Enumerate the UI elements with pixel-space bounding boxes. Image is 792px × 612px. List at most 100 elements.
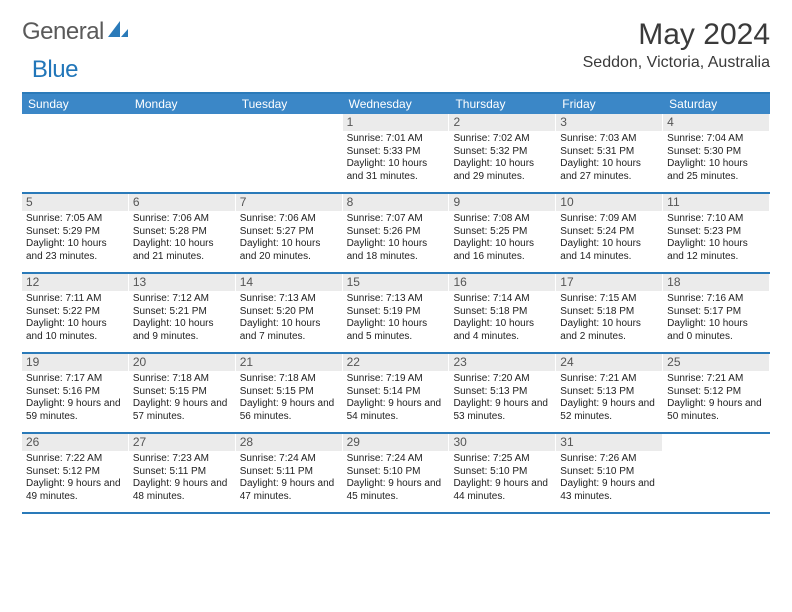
sunset-line: Sunset: 5:21 PM [133,306,231,319]
month-title: May 2024 [583,18,770,52]
day-cell: 11Sunrise: 7:10 AMSunset: 5:23 PMDayligh… [663,194,770,272]
sunrise-line: Sunrise: 7:02 AM [453,133,551,146]
sunset-line: Sunset: 5:18 PM [560,306,658,319]
daylight-line: Daylight: 10 hours and 5 minutes. [347,318,445,343]
daylight-line: Daylight: 9 hours and 49 minutes. [26,478,124,503]
week-row: 12 Sunrise: 7:11 AMSunset: 5:22 PM Dayligh… [22,274,770,354]
day-cell: 6Sunrise: 7:06 AMSunset: 5:28 PMDaylight… [129,194,236,272]
sunrise-line: Sunrise: 7:14 AM [453,293,551,306]
sunrise-line: Sunrise: 7:19 AM [347,373,445,386]
sunrise-line: Sunrise: 7:23 AM [133,453,231,466]
sunset-line: Sunset: 5:15 PM [133,386,231,399]
day-number: 3 [556,114,662,131]
sunset-line: Sunset: 5:13 PM [560,386,658,399]
day-number: 5 [22,194,128,211]
week-row: 1Sunrise: 7:01 AMSunset: 5:33 PMDaylight… [22,114,770,194]
daylight-line: Daylight: 10 hours and 18 minutes. [347,238,445,263]
sunrise-line: Sunrise: 7:26 AM [560,453,658,466]
dow-header: Saturday [663,94,770,114]
day-number: 31 [556,434,662,451]
location: Seddon, Victoria, Australia [583,54,770,72]
day-number: 29 [343,434,449,451]
day-cell: 10 Sunrise: 7:09 AMSunset: 5:24 PMDayligh… [556,194,663,272]
dow-header: Tuesday [236,94,343,114]
sunrise-line: Sunrise: 7:09 AM [560,213,658,226]
dow-header: Wednesday [343,94,450,114]
sunset-line: Sunset: 5:33 PM [347,146,445,159]
sunset-line: Sunset: 5:12 PM [26,466,124,479]
daylight-line: Daylight: 9 hours and 54 minutes. [347,398,445,423]
week-row: 26Sunrise: 7:22 AMSunset: 5:12 PMDayligh… [22,434,770,514]
sunrise-line: Sunrise: 7:18 AM [240,373,338,386]
sunset-line: Sunset: 5:29 PM [26,226,124,239]
day-number: 12 [22,274,128,291]
day-cell: 1Sunrise: 7:01 AMSunset: 5:33 PMDaylight… [343,114,450,192]
sunrise-line: Sunrise: 7:20 AM [453,373,551,386]
sunrise-line: Sunrise: 7:17 AM [26,373,124,386]
brand-part1: General [22,18,104,46]
sunrise-line: Sunrise: 7:12 AM [133,293,231,306]
sunset-line: Sunset: 5:28 PM [133,226,231,239]
daylight-line: Daylight: 10 hours and 12 minutes. [667,238,765,263]
daylight-line: Daylight: 10 hours and 31 minutes. [347,158,445,183]
sunset-line: Sunset: 5:16 PM [26,386,124,399]
sunset-line: Sunset: 5:11 PM [240,466,338,479]
sunset-line: Sunset: 5:25 PM [453,226,551,239]
sunset-line: Sunset: 5:26 PM [347,226,445,239]
day-number: 9 [449,194,555,211]
day-number: 10 [556,194,662,211]
day-cell: 2Sunrise: 7:02 AMSunset: 5:32 PMDaylight… [449,114,556,192]
daylight-line: Daylight: 9 hours and 56 minutes. [240,398,338,423]
daylight-line: Daylight: 9 hours and 45 minutes. [347,478,445,503]
daylight-line: Daylight: 10 hours and 23 minutes. [26,238,124,263]
day-cell: 23Sunrise: 7:20 AMSunset: 5:13 PMDayligh… [449,354,556,432]
dow-header: Friday [556,94,663,114]
daylight-line: Daylight: 10 hours and 14 minutes. [560,238,658,263]
daylight-line: Daylight: 9 hours and 43 minutes. [560,478,658,503]
sunset-line: Sunset: 5:17 PM [667,306,765,319]
sunrise-line: Sunrise: 7:08 AM [453,213,551,226]
day-cell: 16Sunrise: 7:14 AMSunset: 5:18 PMDayligh… [449,274,556,352]
sunrise-line: Sunrise: 7:16 AM [667,293,765,306]
day-number: 30 [449,434,555,451]
day-cell: 21Sunrise: 7:18 AMSunset: 5:15 PMDayligh… [236,354,343,432]
sunset-line: Sunset: 5:19 PM [347,306,445,319]
sunrise-line: Sunrise: 7:11 AM [26,293,124,306]
daylight-line: Daylight: 9 hours and 50 minutes. [667,398,765,423]
sunrise-line: Sunrise: 7:13 AM [347,293,445,306]
day-number: 28 [236,434,342,451]
day-number: 4 [663,114,769,131]
daylight-line: Daylight: 9 hours and 47 minutes. [240,478,338,503]
day-cell [22,114,129,192]
daylight-line: Daylight: 9 hours and 53 minutes. [453,398,551,423]
sunrise-line: Sunrise: 7:22 AM [26,453,124,466]
daylight-line: Daylight: 10 hours and 0 minutes. [667,318,765,343]
daylight-line: Daylight: 10 hours and 7 minutes. [240,318,338,343]
day-cell [236,114,343,192]
sunset-line: Sunset: 5:12 PM [667,386,765,399]
day-number: 19 [22,354,128,371]
calendar: SundayMondayTuesdayWednesdayThursdayFrid… [22,92,770,514]
day-number: 7 [236,194,342,211]
sunrise-line: Sunrise: 7:25 AM [453,453,551,466]
weeks-container: 1Sunrise: 7:01 AMSunset: 5:33 PMDaylight… [22,114,770,514]
day-number: 20 [129,354,235,371]
day-number: 1 [343,114,449,131]
day-cell: 27Sunrise: 7:23 AMSunset: 5:11 PMDayligh… [129,434,236,512]
daylight-line: Daylight: 10 hours and 29 minutes. [453,158,551,183]
day-cell: 13Sunrise: 7:12 AMSunset: 5:21 PMDayligh… [129,274,236,352]
daylight-line: Daylight: 10 hours and 16 minutes. [453,238,551,263]
daylight-line: Daylight: 9 hours and 44 minutes. [453,478,551,503]
title-block: May 2024 Seddon, Victoria, Australia [583,18,770,72]
day-cell: 19Sunrise: 7:17 AMSunset: 5:16 PMDayligh… [22,354,129,432]
day-cell: 31Sunrise: 7:26 AMSunset: 5:10 PMDayligh… [556,434,663,512]
sunset-line: Sunset: 5:22 PM [26,306,124,319]
day-number: 21 [236,354,342,371]
brand-part2: Blue [32,56,78,84]
day-number: 23 [449,354,555,371]
calendar-page: General May 2024 Seddon, Victoria, Austr… [0,0,792,524]
sunset-line: Sunset: 5:24 PM [560,226,658,239]
day-cell: 3Sunrise: 7:03 AMSunset: 5:31 PMDaylight… [556,114,663,192]
sunrise-line: Sunrise: 7:06 AM [133,213,231,226]
daylight-line: Daylight: 10 hours and 4 minutes. [453,318,551,343]
